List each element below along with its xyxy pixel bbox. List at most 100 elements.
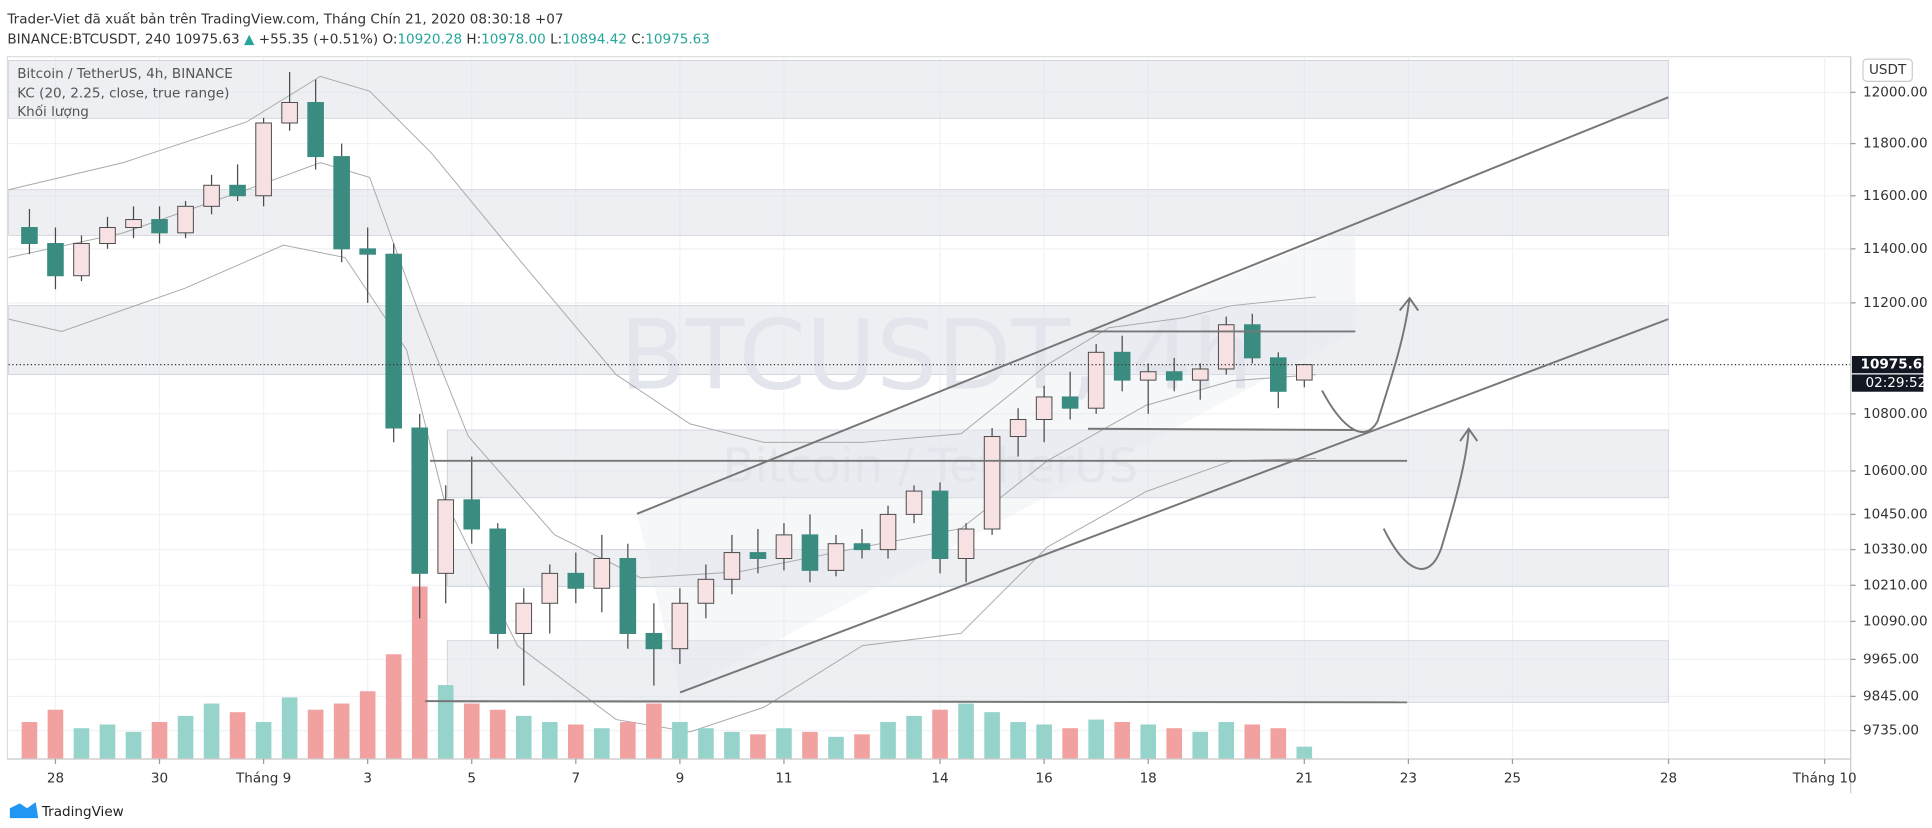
volume-bar — [1296, 746, 1313, 759]
x-tick-label: 28 — [47, 771, 64, 787]
legend-kc: KC (20, 2.25, close, true range) — [17, 86, 229, 102]
volume-bar — [1062, 728, 1078, 759]
volume-bar — [880, 722, 896, 759]
brand: TradingView — [41, 804, 124, 820]
y-tick-label: 11800.00 — [1863, 136, 1928, 152]
candle-body — [125, 219, 142, 229]
arrow — [1382, 427, 1479, 570]
volume-bar — [776, 728, 792, 759]
candle-body — [359, 248, 376, 255]
legend-symbol: Bitcoin / TetherUS, 4h, BINANCE — [17, 66, 233, 82]
zone — [446, 429, 1669, 499]
volume-bar — [1192, 731, 1209, 759]
candle-body — [1243, 324, 1261, 359]
candle-body — [983, 436, 1001, 530]
volume-bar — [958, 703, 974, 759]
zone — [8, 189, 1669, 236]
x-tick-label: 30 — [151, 771, 168, 787]
candle-body — [1269, 357, 1287, 392]
volume-bar — [125, 731, 142, 759]
change-arrow: ▲ — [244, 31, 255, 47]
kc-lower — [8, 244, 1316, 733]
trendline — [679, 318, 1669, 694]
volume-bar — [463, 703, 480, 759]
x-tick-label: 21 — [1296, 771, 1313, 787]
currency[interactable]: USDT — [1869, 62, 1907, 78]
volume-bar — [151, 722, 168, 759]
candle-body — [411, 427, 429, 574]
x-tick-label: 18 — [1140, 771, 1157, 787]
volume-bar — [411, 586, 428, 759]
volume-bar — [1244, 724, 1261, 759]
volume-bar — [1140, 724, 1157, 759]
candle-body — [21, 227, 38, 244]
candle-layer — [8, 72, 1851, 686]
volume-bar — [281, 697, 298, 759]
candle-body — [879, 513, 897, 551]
volume-bar — [828, 736, 844, 759]
candle-body — [1217, 324, 1235, 370]
x-tick-label: Tháng 9 — [235, 771, 291, 787]
volume-bar — [359, 691, 376, 759]
close-value: 10975.63 — [645, 31, 710, 47]
candle-body — [697, 578, 715, 604]
currency-button[interactable] — [1862, 58, 1913, 82]
volume-bar — [1010, 722, 1026, 759]
candle-body — [151, 219, 168, 234]
countdown-box — [1851, 374, 1924, 392]
low-label: L: — [550, 31, 562, 47]
y-tick-label: 9845.00 — [1863, 688, 1919, 704]
candle-body — [385, 253, 402, 429]
volume-bar — [594, 728, 610, 759]
arrow — [1321, 296, 1420, 433]
volume-bar — [1270, 728, 1287, 759]
zone — [8, 60, 1669, 119]
kc-middle — [8, 162, 1316, 579]
candle-body — [827, 543, 845, 571]
legend-volume: Khối lượng — [17, 103, 89, 120]
watermark-name: Bitcoin / TetherUS — [722, 440, 1138, 494]
kc-upper — [8, 75, 1316, 443]
candle-body — [1296, 364, 1313, 381]
x-tick-label: 16 — [1036, 771, 1053, 787]
x-tick-label: 11 — [775, 771, 792, 787]
volume-bar — [932, 709, 948, 759]
candle-body — [73, 243, 90, 277]
volume-bar — [724, 731, 740, 759]
candle-body — [567, 572, 585, 589]
last-price: 10975.63 — [1861, 357, 1932, 373]
candle-body — [515, 602, 533, 634]
volume-bar — [203, 703, 220, 759]
candle-body — [99, 227, 116, 244]
candle-body — [619, 558, 637, 634]
symbol-line: BINANCE:BTCUSDT, 240 10975.63 ▲ +55.35 (… — [7, 31, 709, 47]
candle-body — [203, 184, 220, 207]
zone — [446, 549, 1669, 587]
zone — [8, 305, 1669, 375]
volume-bar — [99, 724, 116, 759]
candle-body — [255, 122, 272, 197]
x-tick-label: Tháng 10 — [1792, 771, 1857, 787]
open-label: O: — [382, 31, 397, 47]
volume-bar — [21, 722, 38, 759]
volume-bar — [802, 731, 818, 759]
candle-body — [333, 156, 350, 250]
y-tick-label: 9965.00 — [1863, 651, 1919, 667]
candle-body — [931, 490, 949, 559]
candle-body — [775, 534, 793, 559]
candle-body — [489, 528, 507, 634]
volume-bar — [73, 728, 90, 759]
price-axis: 9735.00 9845.00 9965.00 10090.00 10210.00 103… — [1850, 84, 1932, 739]
high-value: 10978.00 — [481, 31, 546, 47]
y-tick-label: 12000.00 — [1863, 84, 1928, 100]
volume-bar — [489, 709, 506, 759]
y-tick-label: 9735.00 — [1863, 723, 1919, 739]
close-label: C: — [631, 31, 645, 47]
x-tick-label: 25 — [1504, 771, 1521, 787]
candle-body — [671, 602, 689, 650]
candle-body — [853, 543, 871, 551]
volume-layer — [21, 586, 1313, 759]
y-tick-label: 10210.00 — [1863, 577, 1928, 593]
candle-body — [1087, 351, 1105, 409]
